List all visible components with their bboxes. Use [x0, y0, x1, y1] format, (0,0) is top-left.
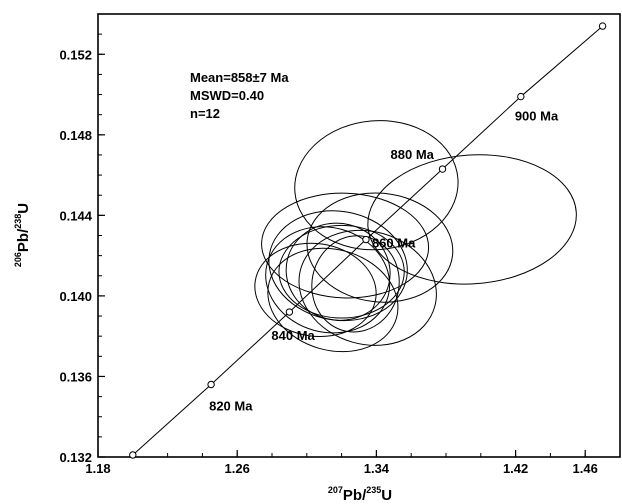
error-ellipse — [367, 154, 577, 285]
x-tick-label: 1.34 — [364, 461, 390, 476]
y-axis-title-sup2: 238 — [13, 214, 23, 229]
concordia-age-label: 880 Ma — [391, 147, 435, 162]
concordia-age-point — [598, 22, 607, 30]
concordia-age-point — [207, 380, 215, 389]
summary-line: MSWD=0.40 — [190, 88, 264, 103]
concordia-age-label: 840 Ma — [271, 328, 315, 343]
concordia-age-point — [362, 235, 370, 244]
y-axis-title-sup1: 206 — [13, 252, 23, 267]
y-tick-label: 0.148 — [59, 128, 92, 143]
x-tick-label: 1.18 — [85, 461, 110, 476]
summary-annotation: Mean=858±7 Ma MSWD=0.40 n=12 — [190, 70, 289, 121]
concordia-age-point — [129, 451, 137, 459]
error-ellipse — [265, 226, 391, 334]
concordia-age-label: 820 Ma — [209, 399, 253, 414]
error-ellipse — [267, 247, 399, 353]
error-ellipses — [254, 120, 577, 353]
x-axis-ticks: 1.18 1.26 1.34 1.42 1.46 — [85, 450, 621, 476]
x-axis-title-sup2: 235 — [366, 485, 381, 495]
x-axis-title-end: U — [381, 487, 392, 504]
concordia-age-label: 860 Ma — [372, 236, 416, 251]
summary-line: Mean=858±7 Ma — [190, 70, 289, 85]
x-axis-title-main: Pb/ — [343, 487, 367, 504]
x-tick-label: 1.42 — [503, 461, 528, 476]
y-axis-title-end: U — [15, 203, 32, 214]
error-ellipse — [254, 242, 377, 338]
x-axis-title-sup1: 207 — [328, 485, 343, 495]
y-axis-title-main: Pb/ — [15, 228, 32, 252]
error-ellipse — [261, 192, 430, 299]
error-ellipse — [278, 224, 405, 319]
error-ellipse — [294, 120, 459, 251]
x-tick-label: 1.46 — [573, 461, 598, 476]
error-ellipse — [285, 222, 391, 321]
x-axis-title: 207Pb/235U — [328, 485, 392, 504]
y-tick-label: 0.140 — [59, 289, 92, 304]
concordia-age-label: 900 Ma — [515, 109, 559, 124]
y-axis-title: 206Pb/238U — [13, 203, 32, 267]
x-tick-label: 1.26 — [225, 461, 250, 476]
error-ellipse — [306, 192, 454, 303]
concordia-curve: 820 Ma 840 Ma 860 Ma 880 Ma 900 Ma — [129, 22, 607, 459]
error-ellipse — [298, 229, 437, 346]
y-tick-label: 0.136 — [59, 369, 92, 384]
y-tick-label: 0.132 — [59, 450, 92, 465]
y-tick-label: 0.144 — [59, 208, 92, 223]
concordia-age-point — [285, 308, 294, 316]
concordia-age-point — [438, 165, 447, 173]
y-axis-ticks: 0.132 0.136 0.140 0.144 0.148 0.152 — [59, 13, 105, 465]
summary-line: n=12 — [190, 106, 220, 121]
concordia-age-point — [517, 92, 525, 101]
y-tick-label: 0.152 — [59, 47, 92, 62]
